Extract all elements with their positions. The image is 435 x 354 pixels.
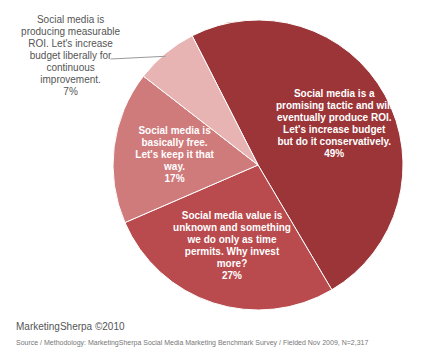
label-line: Social media is a [294,88,375,99]
label-line: way. [163,161,185,172]
value-label: 49% [324,148,344,159]
category-label: Social media isbasically free.Let's keep… [135,125,214,172]
label-line: eventually produce ROI. [277,112,392,123]
label-line: but do it conservatively. [277,136,391,147]
logo-text: MarketingSherpa ©2010 [16,321,125,332]
label-line: budget liberally for [30,50,112,61]
label-line: Let's keep it that [135,149,214,160]
category-label: Social media value isunknown and somethi… [173,210,291,269]
pie [113,20,403,310]
label-line: continuous [46,62,94,73]
label-line: permits. Why invest [185,246,280,257]
label-line: unknown and something [173,222,291,233]
source-note: Source / Methodology: MarketingSherpa So… [16,339,368,347]
category-label: Social media is apromising tactic and wi… [276,88,393,147]
label-line: Social media is [138,125,211,136]
slice-label: Social media value isunknown and somethi… [173,210,291,281]
chart: Social media is apromising tactic and wi… [0,0,435,354]
label-line: basically free. [141,137,207,148]
leader-line [111,56,166,59]
label-line: promising tactic and will [276,100,393,111]
slice-label: Social media isproducing measurableROI. … [21,14,120,97]
label-line: Social media value is [182,210,283,221]
slice-label: Social media is apromising tactic and wi… [276,88,393,159]
slice-label: Social media isbasically free.Let's keep… [135,125,214,184]
label-line: Social media is [37,14,104,25]
labels: Social media is apromising tactic and wi… [21,14,393,281]
value-label: 7% [63,86,78,97]
label-line: Let's increase budget [283,124,386,135]
category-label: Social media isproducing measurableROI. … [21,14,120,85]
label-line: more? [217,258,248,269]
label-line: improvement. [40,74,101,85]
value-label: 27% [222,270,242,281]
label-line: producing measurable [21,26,120,37]
label-line: ROI. Let's increase [28,38,113,49]
label-line: we do only as time [187,234,277,245]
value-label: 17% [165,173,185,184]
